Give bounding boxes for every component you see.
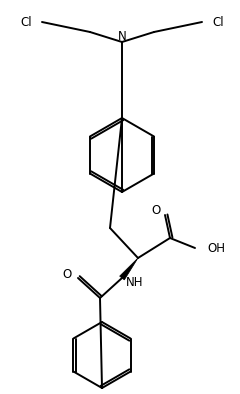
Text: Cl: Cl — [20, 15, 32, 28]
Text: O: O — [63, 268, 72, 281]
Text: N: N — [118, 30, 126, 43]
Text: OH: OH — [207, 242, 225, 255]
Polygon shape — [120, 258, 138, 280]
Text: O: O — [152, 203, 161, 216]
Text: NH: NH — [126, 275, 144, 288]
Text: Cl: Cl — [212, 15, 224, 28]
